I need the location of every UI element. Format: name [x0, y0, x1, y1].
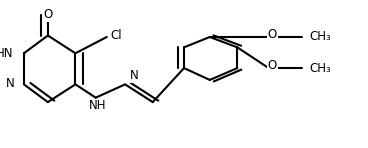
Text: N: N	[6, 77, 15, 90]
Text: O: O	[268, 28, 277, 41]
Text: O: O	[43, 8, 53, 21]
Text: O: O	[268, 59, 277, 72]
Text: Cl: Cl	[110, 29, 122, 42]
Text: NH: NH	[89, 99, 106, 112]
Text: CH₃: CH₃	[309, 30, 331, 44]
Text: HN: HN	[0, 47, 13, 60]
Text: CH₃: CH₃	[309, 62, 331, 75]
Text: N: N	[130, 69, 139, 82]
